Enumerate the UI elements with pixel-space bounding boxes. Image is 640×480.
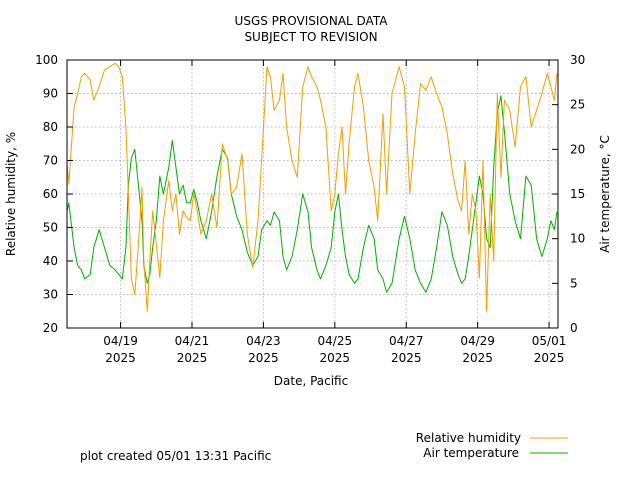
x-tick-label-year: 2025: [320, 351, 351, 365]
plot-series: [67, 62, 558, 312]
legend-label-air-temperature: Air temperature: [423, 446, 519, 460]
x-tick-label-year: 2025: [534, 351, 565, 365]
y-tick-label-right: 0: [570, 321, 578, 335]
x-tick-label: 04/23: [246, 334, 281, 348]
y-tick-label-right: 20: [570, 142, 585, 156]
y-tick-label-right: 25: [570, 98, 585, 112]
y-tick-label-right: 10: [570, 232, 585, 246]
y-tick-label-left: 60: [43, 187, 58, 201]
y-axis-right: 0 5 10 15 20 25 30: [552, 53, 585, 335]
legend-label-relative-humidity: Relative humidity: [416, 431, 521, 445]
plot-footnote: plot created 05/01 13:31 Pacific: [80, 449, 271, 463]
y-tick-label-left: 100: [35, 53, 58, 67]
x-tick-label-year: 2025: [391, 351, 422, 365]
y-tick-label-left: 20: [43, 321, 58, 335]
x-tick-label-year: 2025: [177, 351, 208, 365]
y-axis-left-label: Relative humidity, %: [4, 132, 18, 256]
y-axis-right-label: Air temperature, °C: [598, 135, 612, 253]
y-tick-label-right: 30: [570, 53, 585, 67]
x-tick-label: 04/21: [175, 334, 210, 348]
chart-title: USGS PROVISIONAL DATA SUBJECT TO REVISIO…: [235, 14, 389, 44]
grid-lines: [67, 60, 558, 328]
y-tick-label-left: 40: [43, 254, 58, 268]
y-tick-label-right: 15: [570, 187, 585, 201]
y-tick-label-left: 50: [43, 221, 58, 235]
series-line-relative-humidity: [67, 62, 558, 312]
y-tick-label-left: 80: [43, 120, 58, 134]
x-tick-label: 04/25: [318, 334, 353, 348]
x-tick-label: 04/19: [103, 334, 138, 348]
y-tick-label-left: 90: [43, 87, 58, 101]
x-tick-label: 05/01: [532, 334, 567, 348]
legend: Relative humidity Air temperature: [416, 431, 568, 460]
x-tick-label-year: 2025: [248, 351, 279, 365]
x-axis-label: Date, Pacific: [274, 374, 348, 388]
series-line-air-temperature: [67, 95, 558, 293]
y-tick-label-left: 30: [43, 288, 58, 302]
x-tick-label-year: 2025: [105, 351, 136, 365]
chart-title-line1: USGS PROVISIONAL DATA: [235, 14, 389, 28]
chart-title-line2: SUBJECT TO REVISION: [244, 30, 377, 44]
x-axis: 04/19 2025 04/21 2025 04/23 2025 04/25 2025 04/2…: [103, 60, 566, 365]
y-axis-left: 20 30 40 50 60 70 80 90 100: [35, 53, 73, 335]
y-tick-label-right: 5: [570, 276, 578, 290]
x-tick-label: 04/27: [389, 334, 424, 348]
x-tick-label-year: 2025: [462, 351, 493, 365]
y-tick-label-left: 70: [43, 154, 58, 168]
x-tick-label: 04/29: [460, 334, 495, 348]
